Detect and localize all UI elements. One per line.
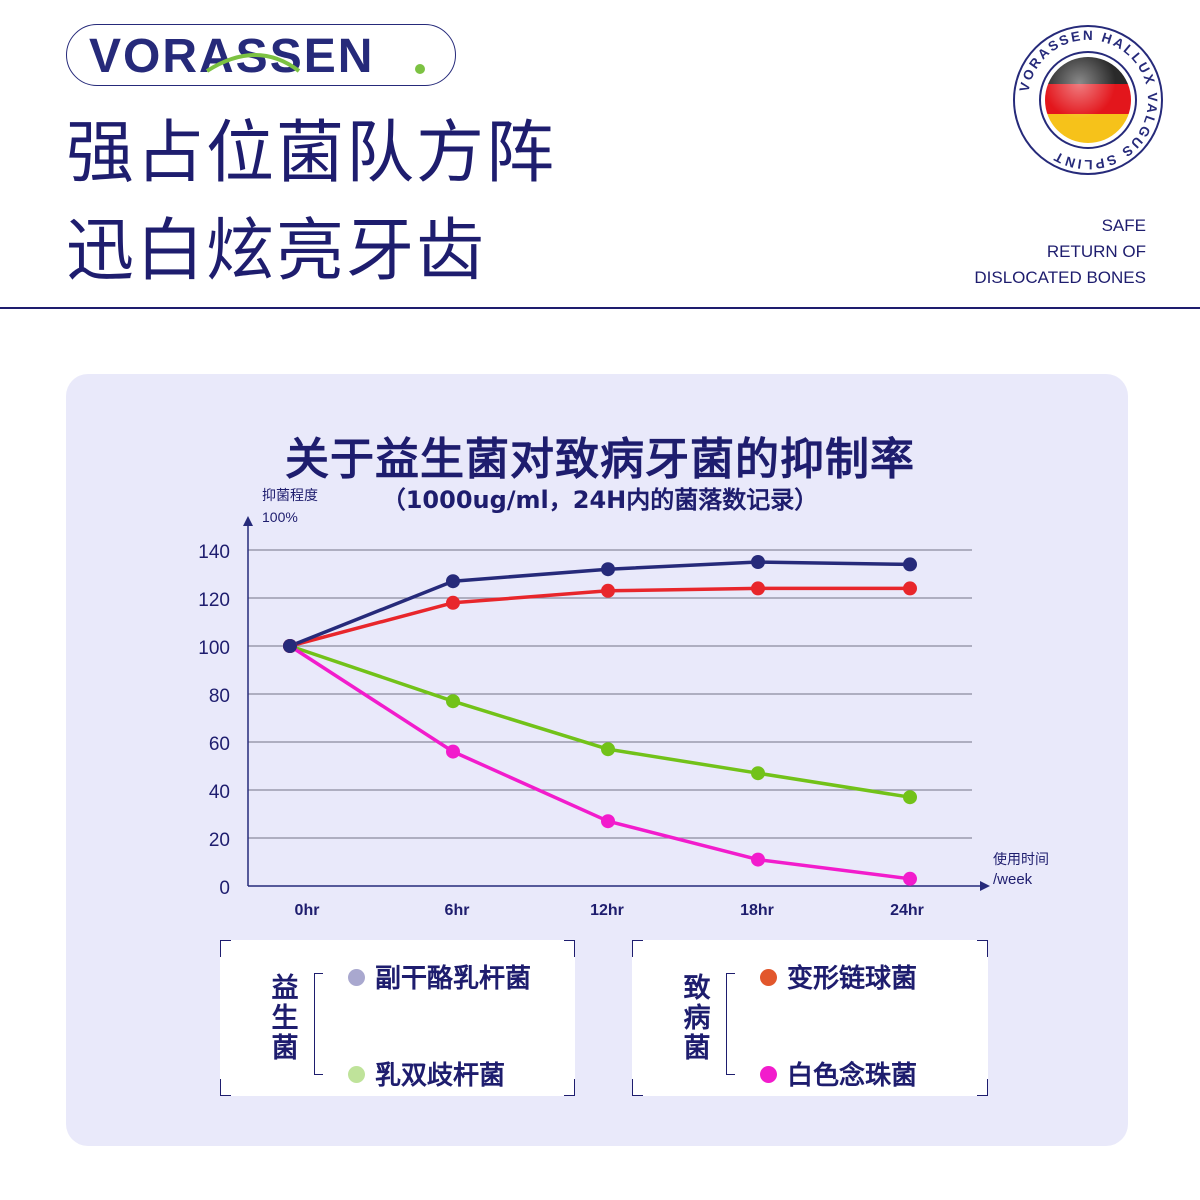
legend-label: 变形链球菌 <box>787 964 918 994</box>
data-point-s3 <box>601 742 615 757</box>
legend-dot-icon <box>348 1066 365 1083</box>
tagline-line-1: SAFE <box>1101 216 1146 235</box>
legend-dot-icon <box>348 969 365 986</box>
brand-logo: VORASSEN <box>66 24 456 86</box>
x-tick-label: 6hr <box>445 902 470 919</box>
x-tick-label: 18hr <box>740 902 774 919</box>
germany-seal-icon: VORASSEN HALLUX VALGUS SPLINT <box>1013 25 1163 175</box>
x-tick-label: 24hr <box>890 902 924 919</box>
legend-bracket <box>314 973 323 1075</box>
tagline: SAFE RETURN OF DISLOCATED BONES <box>974 213 1146 291</box>
y-tick-label: 60 <box>209 734 230 755</box>
header-divider <box>0 307 1200 309</box>
legend-item-candida: 白色念珠菌 <box>760 1055 917 1092</box>
data-point-s3 <box>903 790 917 805</box>
tagline-line-3: DISLOCATED BONES <box>974 268 1146 287</box>
y-axis-label: 抑菌程度 <box>262 488 318 504</box>
data-point-s1 <box>601 562 615 577</box>
chart-title: 关于益生菌对致病牙菌的抑制率 <box>285 434 915 485</box>
y-tick-label: 120 <box>198 590 230 611</box>
logo-dot-icon <box>415 64 425 74</box>
y-tick-label: 140 <box>198 542 230 563</box>
legend-item-paracasei: 副干酪乳杆菌 <box>348 958 531 995</box>
y-axis-arrow-icon <box>243 516 253 526</box>
y-tick-label: 80 <box>209 686 230 707</box>
y-tick-label: 0 <box>219 878 230 899</box>
data-point-s2 <box>601 583 615 598</box>
data-point-s2 <box>446 595 460 610</box>
legend-dot-icon <box>760 1066 777 1083</box>
y-axis-unit: 100% <box>262 509 298 525</box>
data-point-s1 <box>283 639 297 653</box>
x-axis-unit: /week <box>993 871 1033 888</box>
legend-probiotic: 益生菌 副干酪乳杆菌 乳双歧杆菌 <box>220 940 575 1096</box>
data-point-s1 <box>446 574 460 589</box>
tagline-line-2: RETURN OF <box>1046 242 1146 261</box>
series-line-s4 <box>289 644 911 881</box>
data-point-s3 <box>446 694 460 709</box>
headline-line-1: 强占位菌队方阵 <box>66 114 557 193</box>
x-tick-label: 12hr <box>590 902 624 919</box>
legend-dot-icon <box>760 969 777 986</box>
data-point-s1 <box>903 557 917 572</box>
data-point-s4 <box>601 814 615 829</box>
y-tick-label: 20 <box>209 830 230 851</box>
series-line-s2 <box>289 586 910 648</box>
series-line-s1 <box>289 560 911 648</box>
data-point-s2 <box>903 581 917 596</box>
legend-item-mutans: 变形链球菌 <box>760 958 917 995</box>
y-tick-label: 40 <box>209 782 230 803</box>
legend-label: 白色念珠菌 <box>787 1061 918 1091</box>
chart-subtitle: （1000ug/ml，24H内的菌落数记录） <box>381 486 819 514</box>
legend-label: 乳双歧杆菌 <box>375 1061 506 1091</box>
legend-pathogen: 致病菌 变形链球菌 白色念珠菌 <box>632 940 988 1096</box>
data-point-s3 <box>751 766 765 781</box>
line-chart: 0 20 40 60 80 100 120 140 抑菌程度 100% 使用时间/week 0hr 6h… <box>198 488 1049 919</box>
legend-item-bifidobacterium: 乳双歧杆菌 <box>348 1055 505 1092</box>
series-line-s3 <box>289 644 911 799</box>
logo-swoosh-icon <box>205 53 301 73</box>
data-point-s4 <box>903 871 917 886</box>
data-point-s2 <box>751 581 765 596</box>
x-axis-arrow-icon <box>980 881 990 891</box>
data-point-s4 <box>446 744 460 759</box>
legend-group-label-pathogen: 致病菌 <box>683 973 711 1064</box>
data-point-s1 <box>751 555 765 569</box>
x-tick-label: 0hr <box>295 902 320 919</box>
data-point-s4 <box>751 852 765 867</box>
headline-line-2: 迅白炫亮牙齿 <box>66 212 487 291</box>
x-axis-label: 使用时间 <box>993 851 1049 868</box>
legend-group-label-probiotic: 益生菌 <box>271 973 299 1064</box>
legend-label: 副干酪乳杆菌 <box>375 964 532 994</box>
y-tick-label: 100 <box>198 638 230 659</box>
brand-name: VORASSEN <box>89 30 374 83</box>
legend-bracket <box>726 973 735 1075</box>
